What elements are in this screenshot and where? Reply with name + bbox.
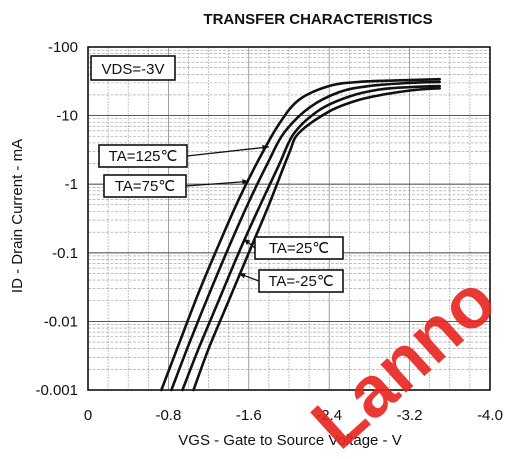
annotation-label: TA=125℃ [109, 148, 178, 165]
y-tick-label: -0.1 [52, 245, 78, 262]
plot-frame [87, 46, 491, 391]
annotation-box [254, 236, 344, 260]
y-axis-label: ID - Drain Current - mA [9, 139, 26, 293]
annotation-arrowhead [242, 179, 249, 185]
annotation-box [258, 269, 344, 293]
x-tick-label: -4.0 [477, 407, 503, 424]
y-tick-label: -0.01 [44, 313, 78, 330]
annotation-box [98, 144, 188, 168]
annotation-box [103, 174, 187, 198]
annotation-arrowhead [238, 273, 246, 279]
condition-label: VDS=-3V [102, 61, 165, 78]
annotation-label: TA=75℃ [115, 178, 175, 195]
annotation-arrowhead [243, 238, 251, 245]
series-lines [160, 77, 442, 392]
y-tick-label: -0.001 [35, 382, 78, 399]
grid [87, 46, 491, 391]
series-line-3 [192, 87, 442, 392]
y-tick-label: -100 [48, 39, 78, 56]
series-line-0 [160, 77, 442, 392]
y-tick-label: -1 [65, 176, 78, 193]
series-line-2 [181, 84, 442, 392]
chart-title: TRANSFER CHARACTERISTICS [203, 11, 432, 28]
series-line-1 [170, 80, 442, 392]
x-tick-label: -1.6 [236, 407, 262, 424]
y-tick-label: -10 [56, 108, 78, 125]
axes: 0 -0.8 -1.6 -2.4 -3.2 -4.0 -100 -10 -1 -0.1 -0.01 -… [35, 39, 502, 424]
annotation-label: TA=-25℃ [268, 273, 333, 290]
annotation-leader [185, 180, 249, 187]
condition-box: VDS=-3V [90, 55, 176, 81]
x-tick-label: -3.2 [397, 407, 423, 424]
x-tick-label: -2.4 [316, 407, 342, 424]
annotation-arrowhead [262, 144, 269, 151]
x-tick-label: 0 [84, 407, 92, 424]
annotations: TA=125℃ TA=75℃ TA=25℃ TA=-25℃ [98, 144, 344, 293]
x-tick-label: -0.8 [155, 407, 181, 424]
annotation-leader [186, 146, 269, 157]
annotation-label: TA=25℃ [269, 240, 329, 257]
x-axis-label: VGS - Gate to Source Voltage - V [178, 432, 401, 449]
